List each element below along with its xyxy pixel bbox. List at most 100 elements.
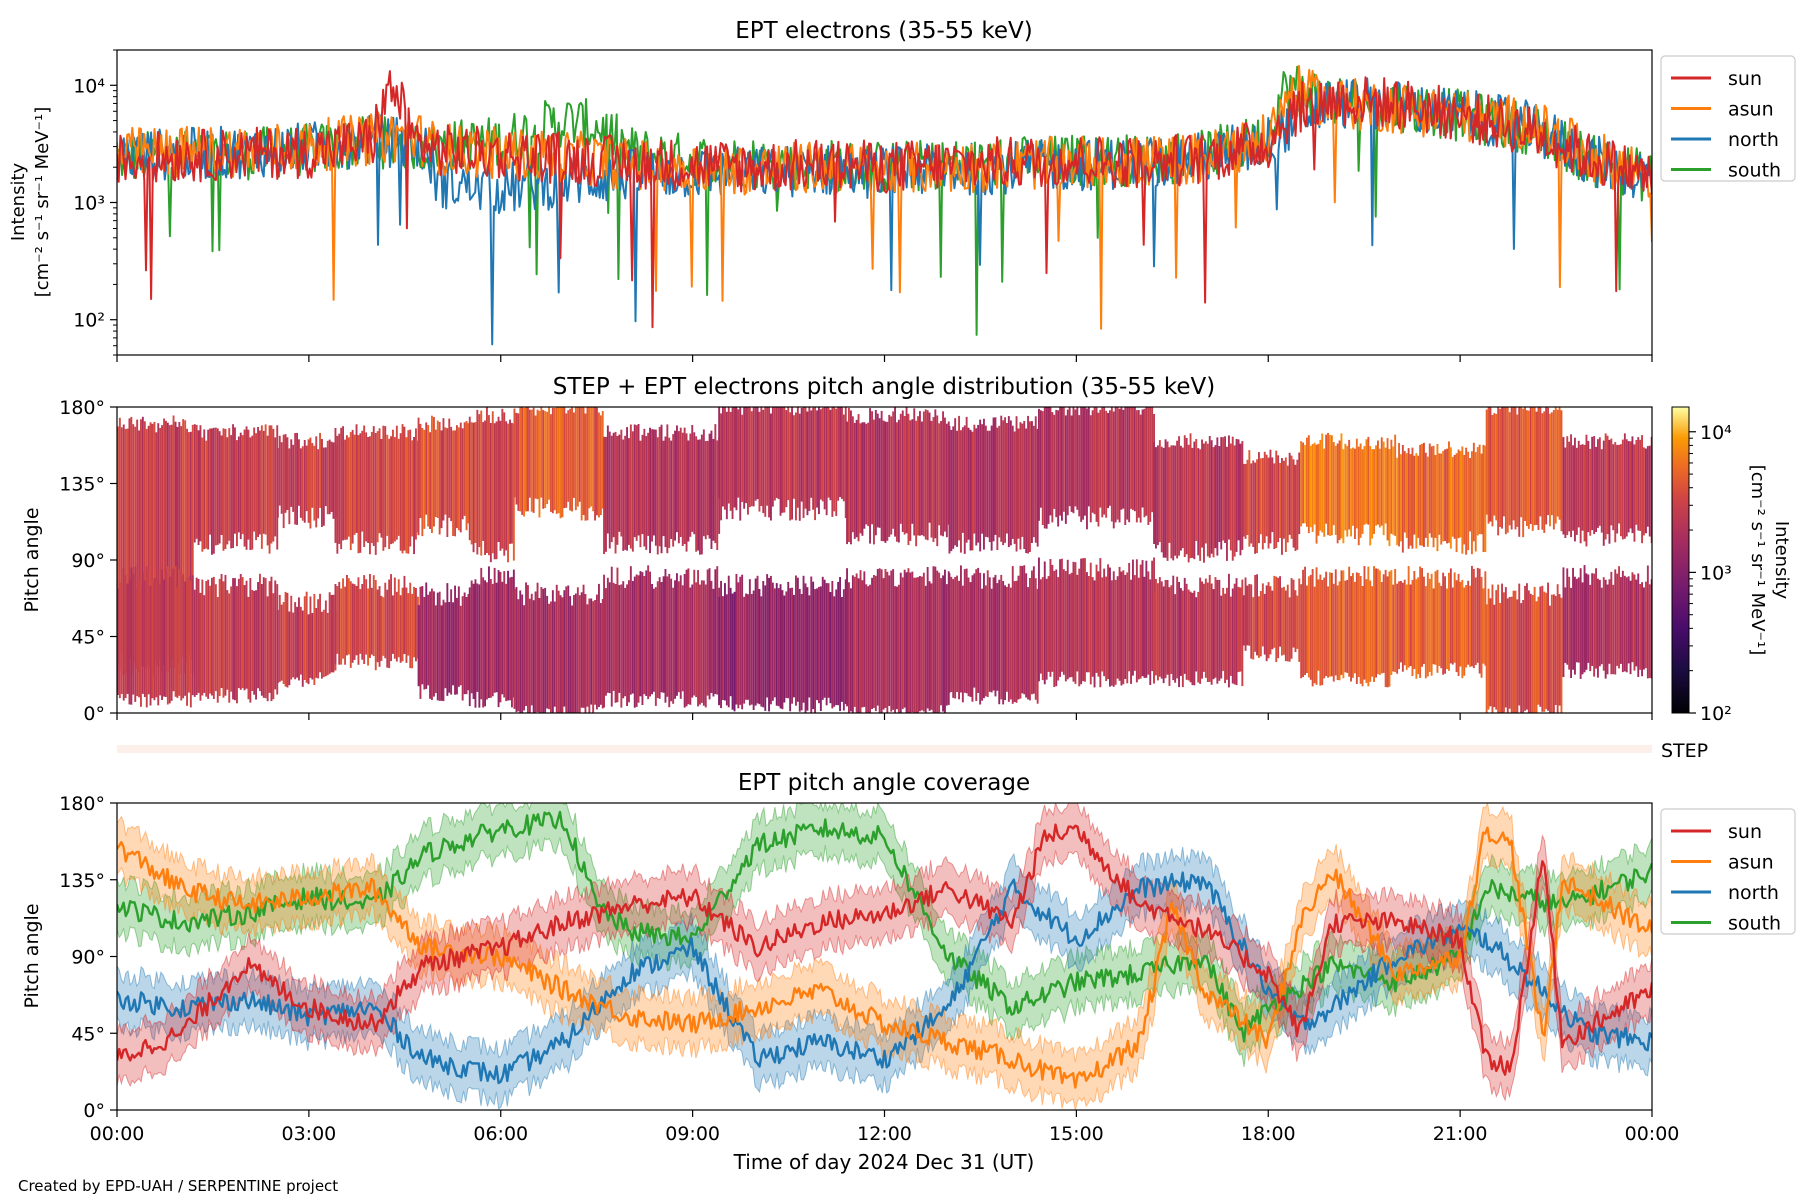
- heatmap-cell: [1290, 455, 1293, 539]
- heatmap-cell: [760, 407, 763, 506]
- heatmap-cell: [1543, 591, 1546, 712]
- heatmap-cell: [853, 576, 856, 707]
- heatmap-cell: [122, 424, 125, 676]
- heatmap-cell: [857, 414, 860, 542]
- heatmap-cell: [764, 407, 767, 517]
- heatmap-cell: [961, 427, 964, 533]
- heatmap-cell: [1575, 578, 1578, 663]
- heatmap-cell: [839, 577, 841, 712]
- heatmap-cell: [677, 581, 680, 693]
- heatmap-cell: [876, 569, 879, 706]
- heatmap-cell: [850, 588, 852, 712]
- heatmap-cell: [1352, 447, 1354, 526]
- heatmap-cell: [848, 407, 850, 542]
- heatmap-cell: [278, 594, 281, 682]
- heatmap-cell: [687, 568, 690, 705]
- heatmap-cell: [1616, 444, 1619, 534]
- heatmap-cell: [118, 417, 121, 671]
- heatmap-cell: [1453, 455, 1456, 539]
- heatmap-cell: [819, 409, 822, 500]
- heatmap-cell: [1049, 407, 1052, 516]
- heatmap-cell: [326, 440, 329, 515]
- heatmap-cell: [1329, 434, 1331, 536]
- heatmap-cell: [1407, 448, 1410, 549]
- heatmap-cell: [1023, 421, 1026, 549]
- heatmap-cell: [818, 586, 820, 704]
- heatmap-cell: [818, 407, 820, 515]
- heatmap-cell: [992, 417, 995, 542]
- heatmap-cell: [1269, 449, 1272, 544]
- heatmap-cell: [486, 407, 488, 553]
- heatmap-cell: [232, 424, 234, 548]
- heatmap-cell: [1549, 413, 1551, 527]
- heatmap-cell: [509, 577, 511, 701]
- heatmap-cell: [571, 605, 573, 713]
- heatmap-cell: [1187, 444, 1190, 563]
- heatmap-cell: [1273, 463, 1276, 549]
- heatmap-cell: [735, 574, 738, 705]
- heatmap-cell: [1560, 410, 1563, 532]
- heatmap-cell: [1484, 571, 1487, 666]
- heatmap-cell: [1004, 585, 1006, 701]
- coverage-line-asun: [117, 826, 1652, 1089]
- heatmap-cell: [1407, 566, 1410, 668]
- heatmap-cell: [1137, 410, 1140, 518]
- heatmap-cell: [1444, 576, 1446, 674]
- heatmap-cell: [1508, 597, 1511, 709]
- heatmap-cell: [1514, 590, 1517, 713]
- heatmap-cell: [1286, 465, 1289, 543]
- heatmap-cell: [876, 413, 879, 528]
- heatmap-cell: [403, 426, 406, 551]
- heatmap-cell: [948, 426, 951, 554]
- heatmap-cell: [1017, 575, 1020, 700]
- heatmap-cell: [369, 436, 371, 555]
- heatmap-cell: [151, 423, 154, 675]
- heatmap-cell: [1162, 447, 1165, 558]
- heatmap-cell: [553, 408, 556, 511]
- heatmap-cell: [1066, 559, 1069, 680]
- heatmap-cell: [610, 435, 613, 543]
- heatmap-cell: [921, 421, 923, 536]
- heatmap-cell: [1568, 576, 1571, 670]
- heatmap-cell: [1064, 415, 1067, 524]
- heatmap-cell: [1105, 410, 1108, 518]
- heatmap-cell: [189, 580, 192, 708]
- heatmap-cell: [958, 415, 960, 541]
- heatmap-cell: [130, 416, 133, 674]
- heatmap-cell: [1228, 435, 1230, 540]
- heatmap-cell: [1421, 568, 1423, 667]
- heatmap-cell: [525, 582, 527, 706]
- heatmap-cell: [1620, 577, 1622, 664]
- heatmap-cell: [708, 568, 711, 700]
- heatmap-cell: [390, 574, 392, 662]
- heatmap-cell: [1189, 591, 1192, 683]
- heatmap-cell: [476, 409, 479, 555]
- heatmap-cell: [170, 576, 173, 701]
- heatmap-cell: [1539, 407, 1542, 517]
- heatmap-cell: [750, 594, 753, 705]
- heatmap-cell: [639, 440, 642, 548]
- heatmap-cell: [288, 448, 291, 525]
- heatmap-cell: [264, 424, 267, 535]
- heatmap-cell: [1066, 409, 1069, 516]
- heatmap-cell: [551, 407, 554, 514]
- heatmap-cell: [1057, 410, 1060, 527]
- heatmap-cell: [284, 591, 287, 687]
- heatmap-cell: [747, 407, 749, 515]
- legend-label-sun: sun: [1728, 68, 1762, 90]
- heatmap-cell: [1288, 597, 1291, 662]
- heatmap-cell: [1363, 566, 1366, 680]
- heatmap-cell: [1537, 596, 1540, 705]
- heatmap-cell: [679, 575, 682, 699]
- heatmap-cell: [1357, 446, 1360, 546]
- heatmap-cell: [798, 413, 801, 521]
- heatmap-cell: [132, 424, 135, 662]
- heatmap-cell: [1107, 413, 1109, 509]
- heatmap-cell: [184, 581, 187, 696]
- heatmap-cell: [1233, 445, 1236, 557]
- heatmap-cell: [1384, 569, 1387, 688]
- heatmap-cell: [859, 570, 862, 713]
- heatmap-cell: [1350, 576, 1352, 682]
- heatmap-cell: [1168, 587, 1171, 686]
- heatmap-cell: [1103, 407, 1106, 515]
